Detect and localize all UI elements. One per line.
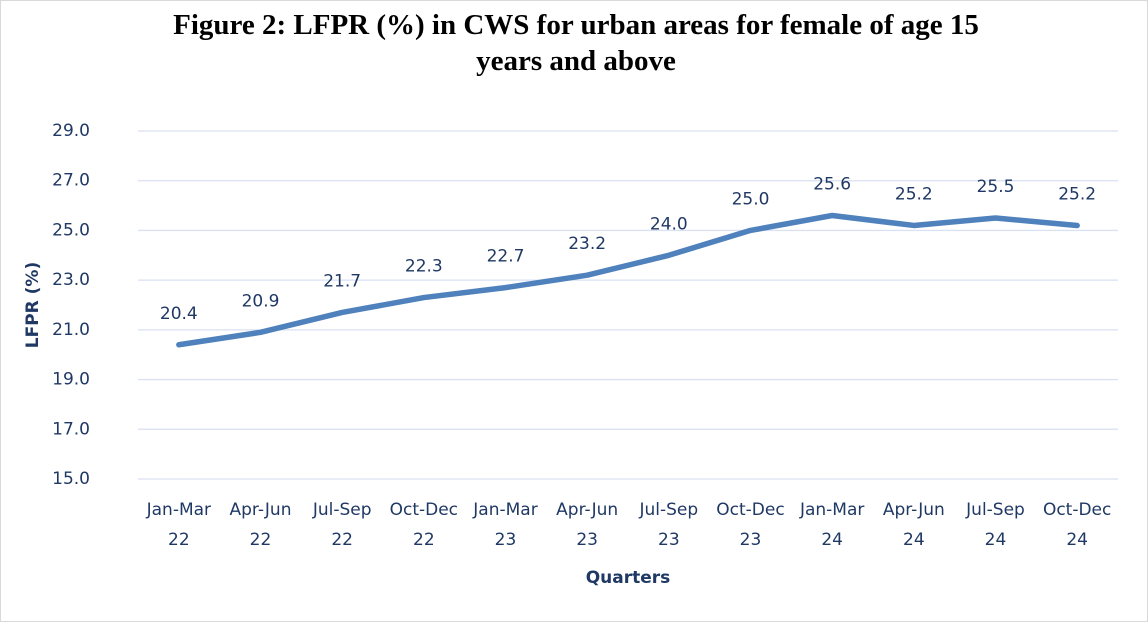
y-tick-label: 23.0 (52, 270, 90, 290)
data-label: 21.7 (323, 271, 361, 291)
x-tick-label: Apr-Jun 23 (556, 500, 618, 550)
y-tick-label: 21.0 (52, 320, 90, 340)
y-tick-label: 15.0 (52, 469, 90, 489)
data-label: 25.2 (1058, 184, 1096, 204)
y-tick-label: 29.0 (52, 121, 90, 141)
y-tick-label: 17.0 (52, 419, 90, 439)
y-axis-label: LFPR (%) (23, 262, 43, 349)
x-tick-label: Oct-Dec 24 (1043, 500, 1111, 550)
y-tick-label: 27.0 (52, 171, 90, 191)
x-tick-label: Jul-Sep 22 (312, 500, 372, 550)
data-label: 24.0 (650, 214, 688, 234)
data-label: 23.2 (568, 234, 606, 254)
data-label: 25.6 (813, 175, 851, 195)
x-tick-label: Apr-Jun 22 (230, 500, 292, 550)
x-tick-label: Apr-Jun 24 (883, 500, 945, 550)
chart-title: Figure 2: LFPR (%) in CWS for urban area… (173, 9, 979, 77)
data-label: 22.3 (405, 257, 443, 277)
line (176, 212, 1080, 348)
x-tick-label: Oct-Dec 22 (390, 500, 458, 550)
x-axis-label: Quarters (586, 568, 671, 588)
data-label: 20.4 (160, 304, 198, 324)
data-label: 25.2 (895, 184, 933, 204)
x-tick-label: Jan-Mar 24 (799, 500, 864, 550)
data-label: 25.0 (732, 189, 770, 209)
x-tick-label: Jul-Sep 23 (638, 500, 698, 550)
x-tick-label: Jul-Sep 24 (965, 500, 1025, 550)
x-tick-label: Jan-Mar 22 (146, 500, 211, 550)
data-label: 22.7 (487, 247, 525, 267)
x-tick-label: Oct-Dec 23 (716, 500, 784, 550)
data-label: 25.5 (977, 177, 1015, 197)
y-tick-label: 25.0 (52, 220, 90, 240)
x-tick-label: Jan-Mar 23 (472, 500, 537, 550)
y-tick-label: 19.0 (52, 370, 90, 390)
data-label: 20.9 (242, 291, 280, 311)
